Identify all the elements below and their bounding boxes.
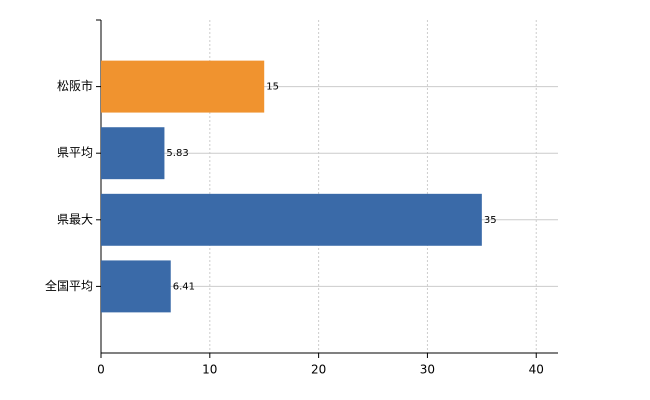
value-label: 15 — [266, 82, 279, 93]
x-tick-label: 20 — [311, 363, 326, 377]
bar — [101, 60, 265, 113]
x-tick-label: 30 — [420, 363, 435, 377]
bar — [101, 127, 165, 180]
value-label: 6.41 — [173, 281, 195, 292]
bar — [101, 193, 482, 246]
x-tick-label: 0 — [97, 363, 105, 377]
y-tick-label: 全国平均 — [45, 278, 93, 293]
y-tick-label: 県最大 — [57, 212, 93, 226]
value-label: 35 — [484, 215, 497, 226]
y-tick-label: 県平均 — [57, 146, 93, 160]
bar — [101, 260, 171, 313]
x-tick-label: 10 — [202, 363, 217, 377]
y-tick-label: 松阪市 — [57, 78, 93, 93]
x-tick-label: 40 — [529, 363, 544, 377]
value-label: 5.83 — [166, 148, 188, 159]
